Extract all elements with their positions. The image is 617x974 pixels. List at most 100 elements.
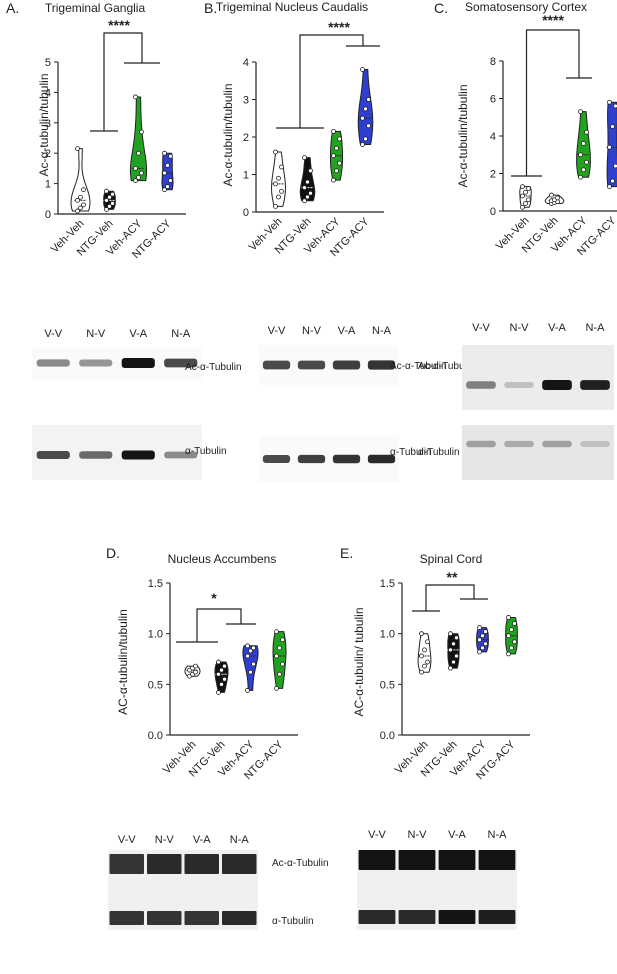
data-point: [193, 663, 198, 669]
data-point: [477, 649, 482, 655]
data-point: [607, 99, 612, 105]
lane-label: V-A: [548, 322, 566, 334]
lane-label: V-V: [118, 834, 136, 846]
data-point: [363, 106, 368, 112]
band-ac-tubulin: [398, 850, 436, 870]
data-point: [584, 129, 589, 135]
y-tick-label: 0: [243, 207, 249, 219]
data-point: [610, 124, 615, 130]
data-point: [419, 631, 424, 637]
data-point: [454, 653, 459, 659]
data-point: [509, 645, 514, 651]
chart-title: Trigeminal Ganglia: [45, 1, 146, 15]
data-point: [366, 123, 371, 129]
data-point: [274, 653, 279, 659]
data-point: [454, 635, 459, 641]
data-point: [305, 194, 310, 200]
band-tubulin: [109, 911, 144, 925]
data-point: [162, 150, 167, 156]
data-point: [280, 661, 285, 667]
data-point: [422, 647, 427, 653]
data-point: [133, 178, 138, 183]
data-point: [273, 203, 278, 209]
data-point: [245, 653, 250, 659]
data-point: [81, 187, 86, 193]
data-point: [216, 671, 221, 677]
data-point: [331, 177, 336, 183]
data-point: [251, 661, 256, 667]
band-tubulin: [580, 441, 610, 447]
data-point: [276, 175, 281, 181]
band-tubulin: [367, 454, 396, 464]
lane-label: V-V: [368, 829, 386, 841]
data-point: [483, 641, 488, 647]
data-point: [581, 167, 586, 173]
data-point: [302, 155, 307, 161]
data-point: [520, 193, 525, 199]
band-tubulin: [147, 911, 182, 925]
data-point: [75, 208, 80, 214]
y-tick-label: 2: [45, 148, 51, 160]
data-point: [509, 627, 514, 633]
data-point: [480, 633, 485, 639]
lane-label: N-A: [488, 829, 508, 841]
lane-label: V-A: [448, 829, 466, 841]
y-tick-label: 1.5: [148, 578, 163, 590]
y-tick-label: 0.0: [148, 730, 163, 742]
data-point: [168, 178, 173, 183]
significance-stars: **: [447, 569, 458, 585]
y-tick-label: 1: [45, 179, 51, 191]
blot-membrane-bottom: [462, 425, 614, 480]
data-point: [251, 645, 256, 651]
violin-veh-veh: [70, 148, 91, 212]
data-point: [425, 639, 430, 645]
data-point: [280, 637, 285, 643]
data-point: [222, 676, 227, 682]
data-point: [549, 192, 554, 198]
data-point: [366, 97, 371, 102]
data-point: [526, 186, 531, 191]
data-point: [133, 165, 138, 171]
lane-label: N-V: [510, 322, 530, 334]
data-point: [512, 639, 517, 645]
band-ac-tubulin: [438, 850, 476, 870]
band-ac-tubulin: [332, 360, 361, 370]
band-tubulin: [438, 910, 476, 924]
data-point: [302, 198, 307, 204]
y-tick-label: 0: [490, 206, 496, 218]
data-point: [308, 168, 313, 174]
data-point: [523, 189, 528, 195]
blot-label-top: Ac-α-Tubulin: [272, 858, 329, 869]
band-tubulin: [262, 455, 291, 463]
data-point: [276, 194, 281, 200]
data-point: [331, 128, 336, 134]
data-point: [578, 174, 583, 180]
blot-label-bottom: α-Tubulin: [185, 446, 227, 457]
lane-label: V-A: [338, 325, 356, 337]
y-tick-label: 4: [45, 87, 51, 99]
data-point: [110, 200, 115, 206]
significance-stars: ****: [108, 17, 130, 33]
blot-label-bottom: α-Tubulin: [418, 447, 460, 458]
band-ac-tubulin: [542, 380, 572, 390]
band-ac-tubulin: [147, 854, 182, 874]
data-point: [419, 653, 424, 659]
data-point: [277, 671, 282, 677]
significance-bracket: [525, 29, 580, 176]
data-point: [104, 207, 109, 212]
y-tick-label: 0.5: [148, 679, 163, 691]
data-point: [274, 685, 279, 691]
lane-label: N-A: [230, 834, 250, 846]
significance-stars: ****: [328, 19, 350, 35]
data-point: [578, 109, 583, 115]
band-ac-tubulin: [478, 850, 516, 870]
data-point: [506, 633, 511, 639]
y-tick-label: 1: [243, 170, 249, 182]
band-tubulin: [36, 451, 70, 459]
data-point: [81, 202, 86, 208]
data-point: [448, 665, 453, 671]
data-point: [107, 194, 112, 200]
lane-label: N-A: [586, 322, 606, 334]
band-tubulin: [121, 450, 155, 460]
